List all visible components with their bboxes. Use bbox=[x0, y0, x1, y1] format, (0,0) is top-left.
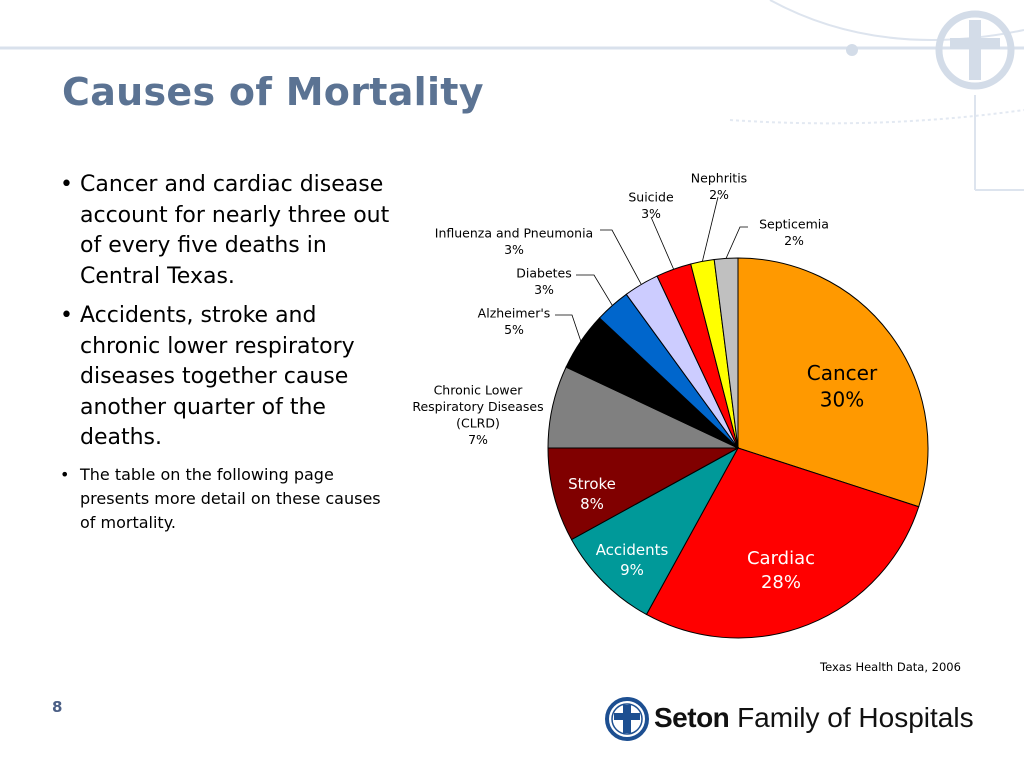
slice-name-label: Septicemia bbox=[759, 217, 829, 232]
page-number: 8 bbox=[52, 698, 63, 716]
slice-value-label: 3% bbox=[534, 282, 554, 297]
leader-line bbox=[650, 216, 675, 270]
leader-line bbox=[555, 314, 582, 342]
slice-name-label: Nephritis bbox=[691, 171, 747, 186]
leader-line bbox=[600, 229, 642, 285]
slice-value-label: 2% bbox=[784, 233, 804, 248]
slice-name-label: Respiratory Diseases bbox=[412, 399, 543, 414]
seton-logo: Seton Family of Hospitals bbox=[604, 696, 1004, 744]
slice-value-label: 28% bbox=[761, 572, 801, 593]
slice-value-label: 9% bbox=[620, 561, 644, 579]
seton-cross-icon bbox=[605, 697, 649, 741]
emblem-watermark-icon bbox=[935, 10, 1015, 90]
source-note: Texas Health Data, 2006 bbox=[820, 660, 961, 674]
slice-name-label: Stroke bbox=[568, 475, 616, 493]
slice-name-label: Cardiac bbox=[747, 548, 815, 569]
bullet-dot-icon: • bbox=[60, 303, 73, 328]
slice-value-label: 8% bbox=[580, 495, 604, 513]
bullet-item: • Accidents, stroke and chronic lower res… bbox=[60, 303, 355, 450]
bullet-dot-icon: • bbox=[60, 172, 73, 197]
pie-slice-cardiac bbox=[645, 447, 920, 639]
slice-name-label: Cancer bbox=[807, 361, 878, 385]
leader-line bbox=[725, 226, 748, 259]
pie-slice-cancer bbox=[737, 257, 929, 508]
slice-value-label: 3% bbox=[504, 242, 524, 257]
leader-line bbox=[702, 196, 719, 262]
bullet-dot-icon: • bbox=[60, 464, 70, 484]
bullet-list: • Cancer and cardiac disease account for … bbox=[60, 170, 390, 544]
slice-name-label: Diabetes bbox=[516, 266, 572, 281]
slice-name-label: Suicide bbox=[628, 190, 674, 205]
slice-value-label: 7% bbox=[468, 432, 488, 447]
pie-slice-stroke bbox=[547, 447, 739, 541]
slice-name-label: Alzheimer's bbox=[478, 306, 551, 321]
slice-name-label: Accidents bbox=[596, 541, 669, 559]
logo-wordmark: Seton Family of Hospitals bbox=[654, 702, 974, 733]
bullet-item: • The table on the following page present… bbox=[60, 464, 381, 532]
slice-value-label: 30% bbox=[820, 387, 864, 411]
slice-name-label: Chronic Lower bbox=[434, 383, 524, 398]
pie-slice-accidents bbox=[570, 446, 740, 616]
slice-name-label: Influenza and Pneumonia bbox=[435, 226, 593, 241]
slice-value-label: 5% bbox=[504, 322, 524, 337]
page-title: Causes of Mortality bbox=[62, 70, 484, 114]
slice-name-label: (CLRD) bbox=[456, 416, 500, 431]
leader-line bbox=[576, 274, 613, 306]
bullet-item: • Cancer and cardiac disease account for … bbox=[60, 172, 390, 289]
slice-value-label: 3% bbox=[641, 206, 661, 221]
slice-value-label: 2% bbox=[709, 187, 729, 202]
